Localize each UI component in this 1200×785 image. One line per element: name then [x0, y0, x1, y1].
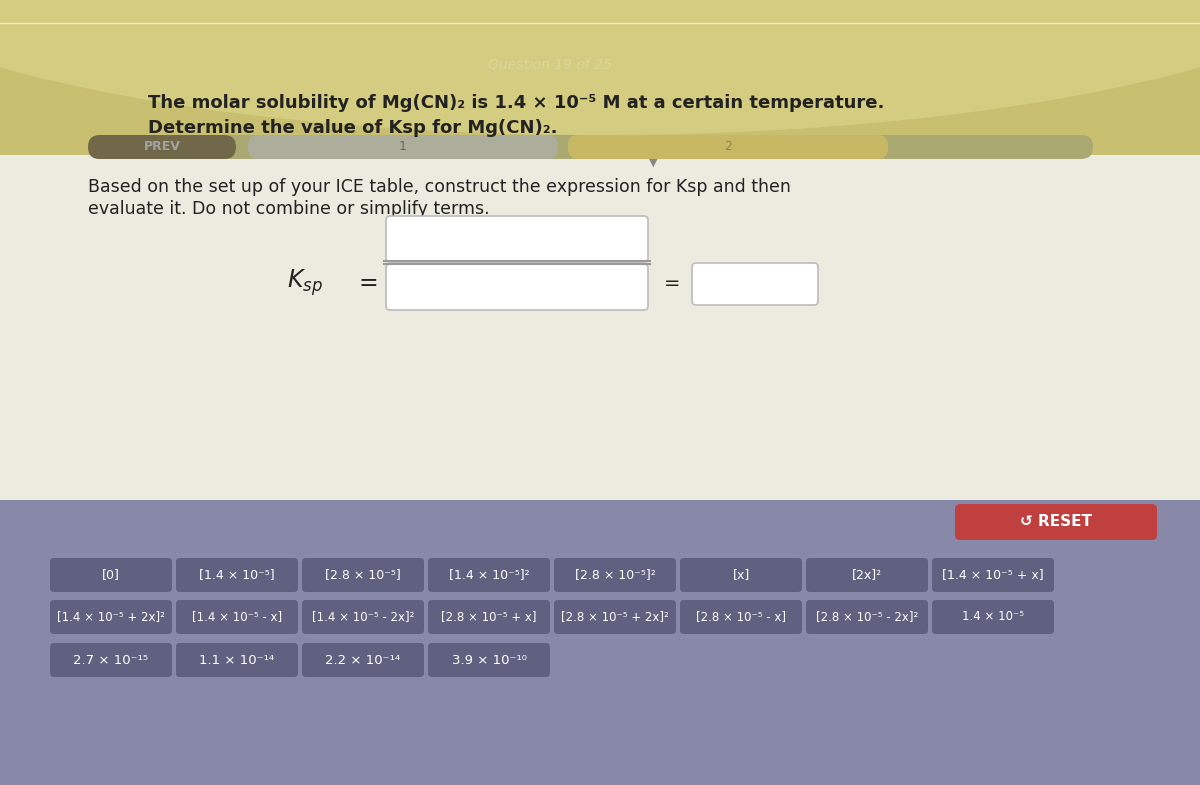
- FancyBboxPatch shape: [386, 264, 648, 310]
- Text: ↺ RESET: ↺ RESET: [1020, 514, 1092, 530]
- FancyBboxPatch shape: [428, 643, 550, 677]
- Bar: [0, 500, 1200, 785]
- Text: Determine the value of Ksp for Mg(CN)₂.: Determine the value of Ksp for Mg(CN)₂.: [148, 119, 558, 137]
- Text: =: =: [358, 271, 378, 295]
- FancyBboxPatch shape: [302, 643, 424, 677]
- Text: [1.4 × 10⁻⁵ - x]: [1.4 × 10⁻⁵ - x]: [192, 611, 282, 623]
- Text: 1: 1: [400, 141, 407, 154]
- Text: =: =: [664, 273, 680, 293]
- FancyBboxPatch shape: [568, 135, 888, 159]
- FancyBboxPatch shape: [692, 263, 818, 305]
- Text: Based on the set up of your ICE table, construct the expression for Ksp and then: Based on the set up of your ICE table, c…: [88, 178, 791, 196]
- Text: [2.8 × 10⁻⁵ - x]: [2.8 × 10⁻⁵ - x]: [696, 611, 786, 623]
- Text: 2: 2: [724, 141, 732, 154]
- Text: [1.4 × 10⁻⁵]²: [1.4 × 10⁻⁵]²: [449, 568, 529, 582]
- Text: PREV: PREV: [144, 141, 180, 154]
- Text: [1.4 × 10⁻⁵ - 2x]²: [1.4 × 10⁻⁵ - 2x]²: [312, 611, 414, 623]
- Text: [1.4 × 10⁻⁵]: [1.4 × 10⁻⁵]: [199, 568, 275, 582]
- Text: 1.1 × 10⁻¹⁴: 1.1 × 10⁻¹⁴: [199, 653, 275, 666]
- Text: [2x]²: [2x]²: [852, 568, 882, 582]
- Text: [1.4 × 10⁻⁵ + 2x]²: [1.4 × 10⁻⁵ + 2x]²: [58, 611, 164, 623]
- Text: 1.4 × 10⁻⁵: 1.4 × 10⁻⁵: [962, 611, 1024, 623]
- FancyBboxPatch shape: [88, 135, 1093, 159]
- FancyBboxPatch shape: [428, 558, 550, 592]
- FancyBboxPatch shape: [554, 558, 676, 592]
- Text: [2.8 × 10⁻⁵ + x]: [2.8 × 10⁻⁵ + x]: [442, 611, 536, 623]
- Text: $\mathit{K}_{sp}$: $\mathit{K}_{sp}$: [287, 268, 323, 298]
- FancyBboxPatch shape: [88, 135, 236, 159]
- Text: 2.2 × 10⁻¹⁴: 2.2 × 10⁻¹⁴: [325, 653, 401, 666]
- FancyBboxPatch shape: [680, 558, 802, 592]
- FancyBboxPatch shape: [50, 600, 172, 634]
- FancyBboxPatch shape: [806, 558, 928, 592]
- Text: [2.8 × 10⁻⁵]: [2.8 × 10⁻⁵]: [325, 568, 401, 582]
- Text: [1.4 × 10⁻⁵ + x]: [1.4 × 10⁻⁵ + x]: [942, 568, 1044, 582]
- Text: [2.8 × 10⁻⁵]²: [2.8 × 10⁻⁵]²: [575, 568, 655, 582]
- Bar: [0, 0, 1200, 155]
- Text: [2.8 × 10⁻⁵ - 2x]²: [2.8 × 10⁻⁵ - 2x]²: [816, 611, 918, 623]
- FancyBboxPatch shape: [680, 600, 802, 634]
- FancyBboxPatch shape: [806, 600, 928, 634]
- Text: [0]: [0]: [102, 568, 120, 582]
- FancyBboxPatch shape: [302, 600, 424, 634]
- FancyBboxPatch shape: [302, 558, 424, 592]
- Bar: [0, 155, 1200, 500]
- FancyBboxPatch shape: [50, 558, 172, 592]
- Text: [x]: [x]: [732, 568, 750, 582]
- FancyBboxPatch shape: [50, 643, 172, 677]
- Text: evaluate it. Do not combine or simplify terms.: evaluate it. Do not combine or simplify …: [88, 200, 490, 218]
- FancyBboxPatch shape: [932, 558, 1054, 592]
- FancyBboxPatch shape: [554, 600, 676, 634]
- Text: 2.7 × 10⁻¹⁵: 2.7 × 10⁻¹⁵: [73, 653, 149, 666]
- Text: [2.8 × 10⁻⁵ + 2x]²: [2.8 × 10⁻⁵ + 2x]²: [562, 611, 668, 623]
- FancyBboxPatch shape: [386, 216, 648, 262]
- FancyBboxPatch shape: [428, 600, 550, 634]
- FancyBboxPatch shape: [176, 643, 298, 677]
- Text: ▼: ▼: [649, 158, 658, 168]
- Text: The molar solubility of Mg(CN)₂ is 1.4 × 10⁻⁵ M at a certain temperature.: The molar solubility of Mg(CN)₂ is 1.4 ×…: [148, 94, 884, 112]
- FancyBboxPatch shape: [932, 600, 1054, 634]
- FancyBboxPatch shape: [176, 600, 298, 634]
- FancyBboxPatch shape: [248, 135, 558, 159]
- Text: 3.9 × 10⁻¹⁰: 3.9 × 10⁻¹⁰: [451, 653, 527, 666]
- FancyBboxPatch shape: [955, 504, 1157, 540]
- Text: Question 19 of 25: Question 19 of 25: [488, 58, 612, 72]
- FancyBboxPatch shape: [176, 558, 298, 592]
- Ellipse shape: [0, 0, 1200, 135]
